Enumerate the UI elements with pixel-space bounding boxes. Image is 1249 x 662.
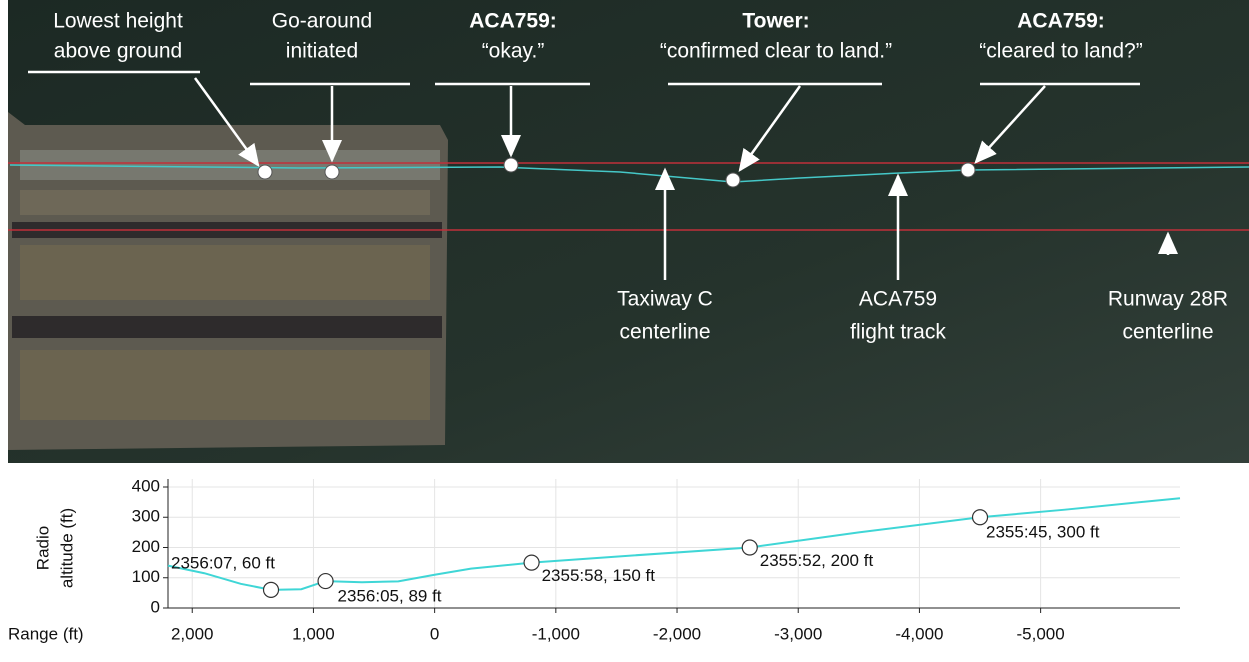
x-tick-label: 1,000 (292, 624, 335, 643)
point-marker (264, 582, 279, 597)
annotation-text: “okay.” (482, 40, 545, 63)
y-axis-label: altitude (ft) (57, 508, 76, 588)
annotation-text: “cleared to land?” (979, 40, 1142, 63)
annotation-text: above ground (54, 40, 182, 63)
point-label: 2355:52, 200 ft (760, 551, 874, 570)
x-tick-label: -4,000 (895, 624, 943, 643)
x-tick-label: 0 (430, 624, 439, 643)
y-tick-label: 0 (151, 597, 160, 616)
annotation-text: Go-around (272, 10, 372, 33)
point-label: 2355:58, 150 ft (542, 566, 656, 585)
point-marker (524, 555, 539, 570)
x-axis-label: Range (ft) (8, 624, 84, 643)
feature-label: Taxiway C (617, 288, 713, 311)
x-tick-label: -1,000 (532, 624, 580, 643)
feature-label: Runway 28R (1108, 288, 1228, 311)
speaker: ACA759: (469, 10, 557, 33)
x-tick-label: -3,000 (774, 624, 822, 643)
annotation-text: “confirmed clear to land.” (660, 40, 892, 63)
annotation-text: Lowest height (53, 10, 183, 33)
point-label: 2355:45, 300 ft (986, 523, 1100, 542)
y-tick-label: 300 (132, 507, 160, 526)
x-tick-label: -2,000 (653, 624, 701, 643)
satellite-image (8, 0, 1249, 463)
speaker: ACA759: (1017, 10, 1105, 33)
feature-label: centerline (1122, 321, 1213, 344)
feature-label: ACA759 (859, 288, 937, 311)
point-marker (742, 540, 757, 555)
y-tick-label: 400 (132, 476, 160, 495)
annotation-text: initiated (286, 40, 358, 63)
y-axis-label: Radio (33, 526, 52, 570)
speaker: Tower: (742, 10, 809, 33)
y-tick-label: 100 (132, 567, 160, 586)
y-tick-label: 200 (132, 537, 160, 556)
point-marker (318, 574, 333, 589)
point-label: 2356:05, 89 ft (338, 587, 442, 606)
x-tick-label: 2,000 (171, 624, 214, 643)
point-label: 2356:07, 60 ft (171, 553, 275, 572)
feature-label: centerline (619, 321, 710, 344)
feature-label: flight track (850, 321, 946, 344)
page: Lowest height above ground Go-around initia… (0, 0, 1249, 657)
x-tick-label: -5,000 (1017, 624, 1065, 643)
figure: Lowest height above ground Go-around initia… (0, 0, 1249, 657)
